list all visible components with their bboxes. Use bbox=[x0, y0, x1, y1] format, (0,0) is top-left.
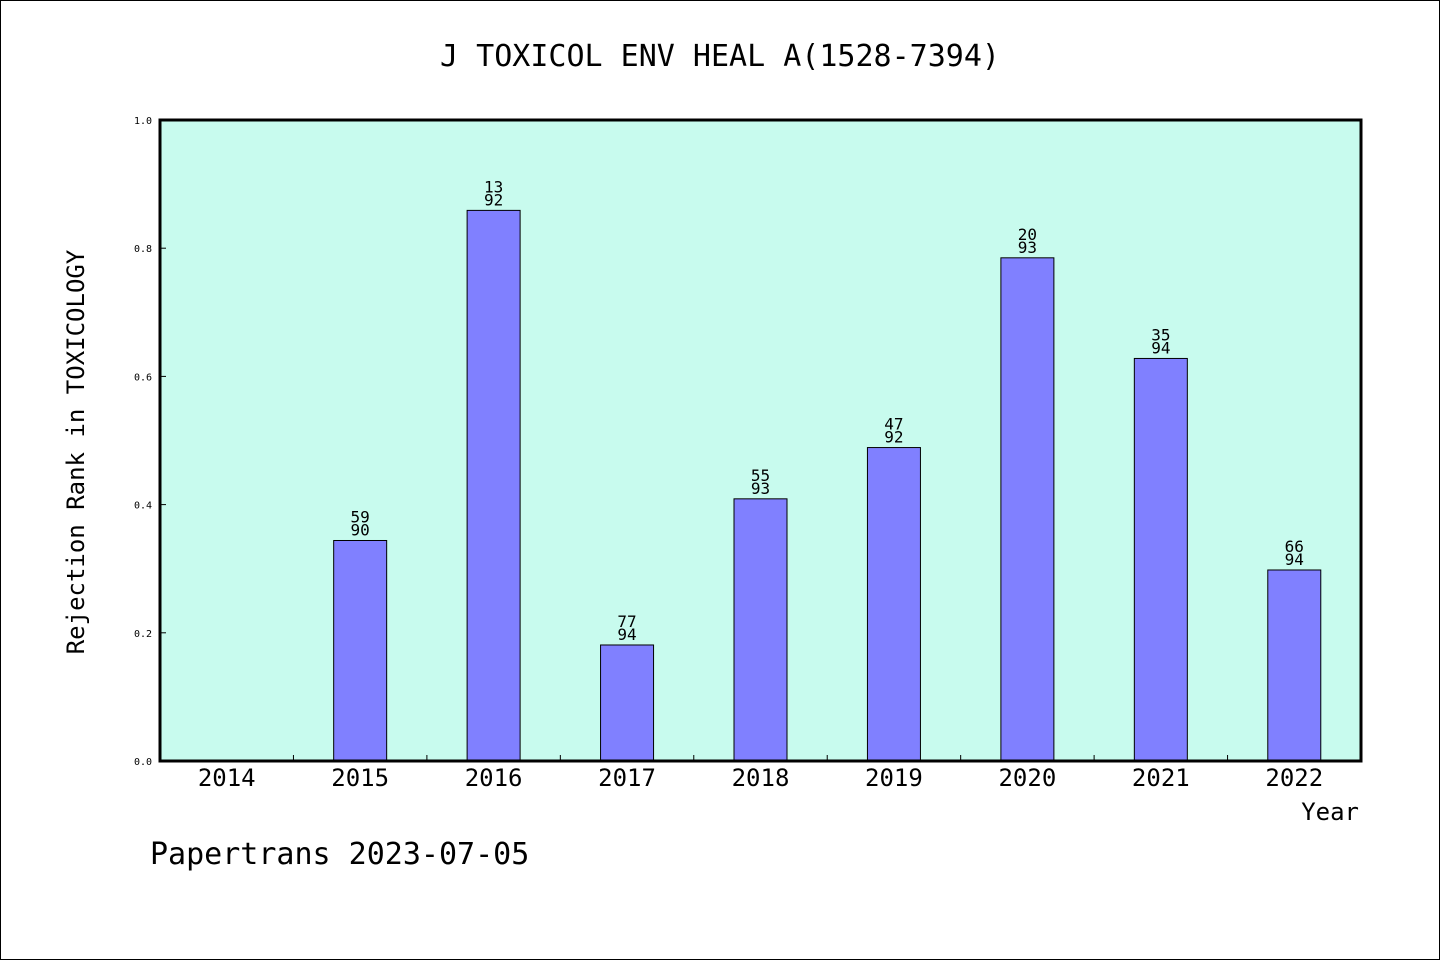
bar bbox=[733, 498, 788, 762]
x-tick-label: 2022 bbox=[1265, 764, 1323, 792]
bar-label-total: 94 bbox=[1151, 338, 1170, 357]
y-tick-label: 0.0 bbox=[134, 757, 152, 768]
x-tick-label: 2018 bbox=[732, 764, 790, 792]
plot-border bbox=[158, 118, 1363, 763]
bar-label-total: 94 bbox=[617, 625, 636, 644]
bar-label-total: 93 bbox=[751, 479, 770, 498]
bar-label-rank: 66 bbox=[1285, 537, 1304, 556]
x-tick-label: 2020 bbox=[998, 764, 1056, 792]
x-tick-label: 2015 bbox=[331, 764, 389, 792]
footer-credit: Papertrans 2023-07-05 bbox=[150, 837, 529, 872]
x-tick-label: 2014 bbox=[198, 764, 256, 792]
bar-label-total: 93 bbox=[1018, 238, 1037, 257]
bar-label-total: 90 bbox=[351, 520, 370, 539]
y-tick-label: 0.2 bbox=[134, 629, 152, 640]
bar-label-rank: 77 bbox=[617, 612, 636, 631]
bar bbox=[600, 644, 655, 762]
bar bbox=[1133, 357, 1188, 762]
bar-label-rank: 35 bbox=[1151, 325, 1170, 344]
bars-group bbox=[333, 209, 1322, 762]
bar bbox=[866, 447, 921, 762]
x-tick-label: 2021 bbox=[1132, 764, 1190, 792]
bar-label-total: 94 bbox=[1285, 550, 1304, 569]
x-axis: 2014 2015 2016 2017 2018 2019 2020 2021 2022 bbox=[198, 755, 1323, 792]
y-tick-label: 0.8 bbox=[134, 244, 152, 255]
x-tick-label: 2016 bbox=[465, 764, 523, 792]
bar bbox=[1000, 257, 1055, 762]
bar-label-rank: 20 bbox=[1018, 225, 1037, 244]
bar-label-rank: 47 bbox=[884, 415, 903, 434]
y-tick-label: 1.0 bbox=[134, 116, 152, 127]
y-tick-label: 0.4 bbox=[134, 501, 152, 512]
bar-label-total: 92 bbox=[484, 190, 503, 209]
chart-title: J TOXICOL ENV HEAL A(1528-7394) bbox=[440, 39, 1000, 74]
x-tick-label: 2017 bbox=[598, 764, 656, 792]
x-tick-label: 2019 bbox=[865, 764, 923, 792]
bar-label-total: 92 bbox=[884, 428, 903, 447]
y-axis-label: Rejection Rank in TOXICOLOGY bbox=[62, 249, 90, 654]
x-axis-label: Year bbox=[1301, 798, 1359, 826]
bar-label-rank: 55 bbox=[751, 466, 770, 485]
bar bbox=[1267, 569, 1322, 762]
bar-label-rank: 59 bbox=[351, 507, 370, 526]
y-tick-label: 0.6 bbox=[134, 372, 152, 383]
bar-label-rank: 13 bbox=[484, 177, 503, 196]
bar bbox=[333, 539, 388, 762]
bar bbox=[466, 209, 521, 762]
